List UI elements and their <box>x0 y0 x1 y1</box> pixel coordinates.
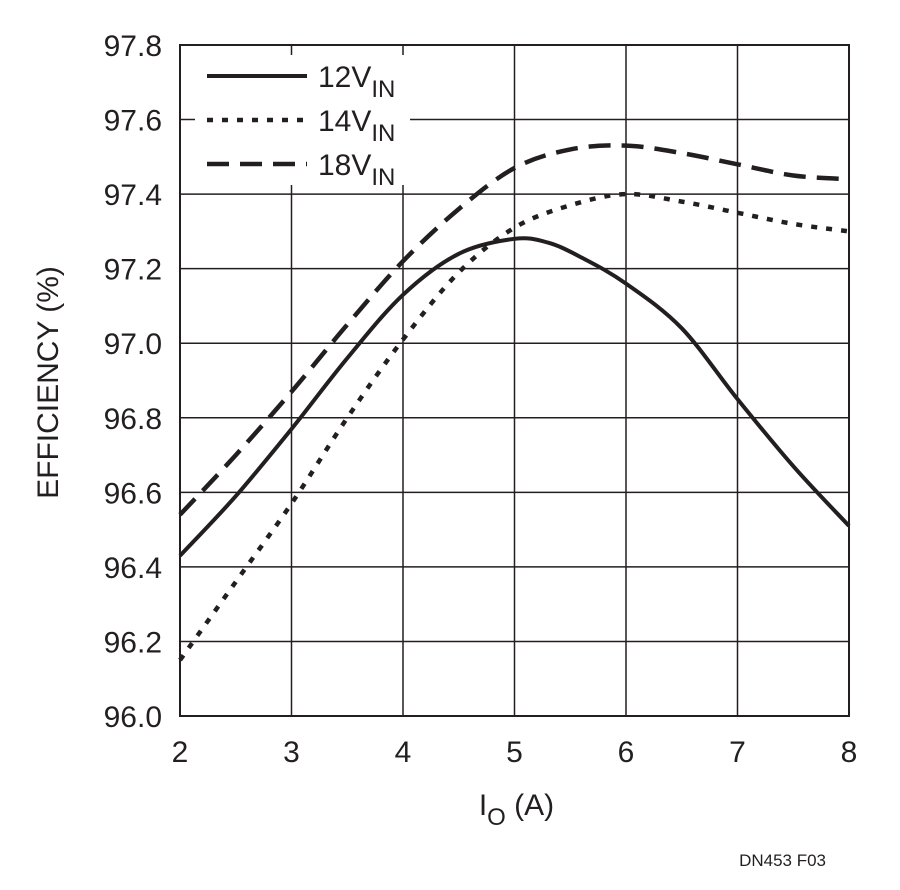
series-line-1 <box>178 236 851 558</box>
y-tick-label: 97.0 <box>104 328 162 361</box>
x-tick-label: 4 <box>395 736 412 769</box>
plot-frame <box>179 44 850 717</box>
series-line-2 <box>178 191 850 662</box>
x-tick-label: 8 <box>841 736 858 769</box>
series-lines <box>178 143 851 662</box>
x-tick-label: 2 <box>172 736 189 769</box>
x-tick-labels: 2 3 4 5 6 7 8 <box>172 736 858 769</box>
x-tick-label: 7 <box>729 736 746 769</box>
x-tick-label: 6 <box>618 736 635 769</box>
legend-label-sub: IN <box>371 76 395 103</box>
series-line-3 <box>178 143 850 517</box>
x-axis-title-unit: (A) <box>506 789 554 822</box>
legend-label-main: 12V <box>318 61 371 94</box>
legend-label-3: 18VIN <box>318 149 395 191</box>
y-tick-labels: 96.0 96.2 96.4 96.6 96.8 97.0 97.2 97.4 97.6 97.8 <box>104 30 162 734</box>
figure-code: DN453 F03 <box>739 851 826 870</box>
y-tick-label: 96.2 <box>104 626 162 659</box>
y-tick-label: 97.4 <box>104 179 162 212</box>
legend-label-2: 14VIN <box>318 105 395 147</box>
legend-label-1: 12VIN <box>318 61 395 103</box>
y-axis-title: EFFICIENCY (%) <box>32 266 65 499</box>
y-tick-label: 96.0 <box>104 701 162 734</box>
y-tick-label: 97.8 <box>104 30 162 63</box>
y-tick-label: 97.6 <box>104 105 162 138</box>
x-tick-label: 5 <box>506 736 523 769</box>
x-tick-label: 3 <box>283 736 300 769</box>
y-tick-label: 97.2 <box>104 254 162 287</box>
legend-label-main: 18V <box>318 149 371 182</box>
x-axis-title-main: I <box>479 789 487 822</box>
y-tick-label: 96.6 <box>104 477 162 510</box>
y-tick-label: 96.4 <box>104 552 162 585</box>
legend-label-sub: IN <box>371 164 395 191</box>
legend-label-sub: IN <box>371 120 395 147</box>
x-axis-title: IO (A) <box>479 789 554 831</box>
legend-label-main: 14V <box>318 105 371 138</box>
y-tick-label: 96.8 <box>104 403 162 436</box>
x-axis-title-sub: O <box>487 804 506 831</box>
